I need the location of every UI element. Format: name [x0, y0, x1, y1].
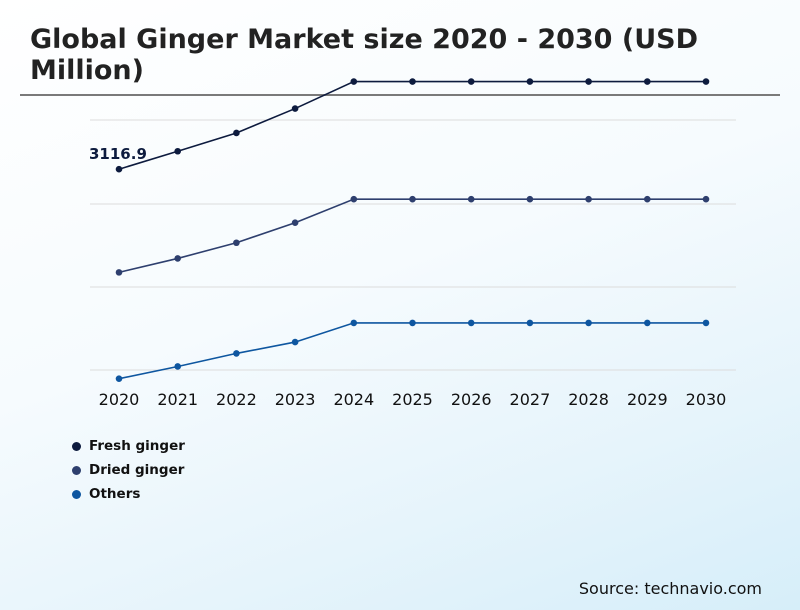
x-tick-label-9: 2029: [627, 390, 668, 409]
legend-marker-0: [72, 441, 81, 451]
series-0-point-10: [702, 78, 710, 85]
series-2-point-0: [115, 375, 123, 382]
series-1-point-7: [526, 195, 534, 203]
series-1-point-0: [115, 269, 123, 276]
series-line-1: [118, 198, 706, 274]
series-1-point-10: [702, 195, 710, 203]
x-tick-label-1: 2021: [157, 390, 198, 409]
series-0-point-7: [526, 78, 534, 85]
series-2-point-10: [702, 319, 710, 327]
x-tick-label-10: 2030: [686, 390, 727, 409]
series-1-point-6: [467, 195, 475, 203]
line-chart: 2020 2021 2022 2023 2024 2025 2026 2027 2028 2029…: [89, 78, 736, 409]
series-2-point-1: [174, 363, 181, 370]
legend-label-1: Dried ginger: [89, 462, 185, 478]
chart-title: Global Ginger Market size 2020 - 2030 (U…: [30, 24, 698, 86]
series-2-point-6: [467, 319, 475, 327]
legend-item-1: Dried ginger: [72, 458, 185, 482]
series-line-0: [118, 80, 706, 170]
series-2-point-4: [350, 319, 358, 327]
legend-item-2: Others: [72, 482, 185, 506]
legend: Fresh ginger Dried ginger Others: [72, 434, 185, 506]
series-1-point-2: [233, 239, 240, 247]
series-2-point-2: [233, 350, 240, 357]
series-0-point-5: [409, 78, 416, 85]
series-0-point-1: [174, 147, 181, 155]
x-tick-label-3: 2023: [275, 390, 316, 409]
title-divider: [20, 94, 780, 96]
series-0-point-6: [467, 78, 475, 85]
legend-item-0: Fresh ginger: [72, 434, 185, 458]
series-2-point-5: [409, 319, 416, 327]
series-1-point-8: [585, 195, 592, 203]
legend-label-0: Fresh ginger: [89, 438, 185, 454]
x-tick-label-7: 2027: [510, 390, 551, 409]
x-tick-label-8: 2028: [568, 390, 609, 409]
x-tick-label-0: 2020: [99, 390, 140, 409]
series-0-point-9: [644, 78, 651, 85]
series-1-point-4: [350, 195, 358, 203]
data-label-0: 3116.9: [89, 145, 147, 163]
series-2-point-7: [526, 319, 534, 327]
series-1-point-9: [644, 195, 651, 203]
x-tick-label-2: 2022: [216, 390, 257, 409]
series-0-point-0: [115, 165, 123, 173]
series-1-point-1: [174, 255, 181, 262]
x-tick-label-5: 2025: [392, 390, 433, 409]
series-1-point-5: [409, 195, 416, 203]
x-tick-label-6: 2026: [451, 390, 492, 409]
legend-marker-2: [72, 489, 81, 499]
series-0-point-3: [291, 105, 299, 112]
x-tick-label-4: 2024: [333, 390, 374, 409]
series-2-point-3: [291, 338, 299, 346]
series-0-point-2: [233, 129, 240, 137]
series-1-point-3: [291, 219, 299, 227]
series-2-point-9: [644, 319, 651, 327]
legend-marker-1: [72, 465, 81, 475]
series-0-point-4: [350, 78, 358, 85]
series-2-point-8: [585, 319, 592, 327]
legend-label-2: Others: [89, 486, 141, 502]
series-0-point-8: [585, 78, 592, 85]
source-credit: Source: technavio.com: [578, 579, 762, 598]
